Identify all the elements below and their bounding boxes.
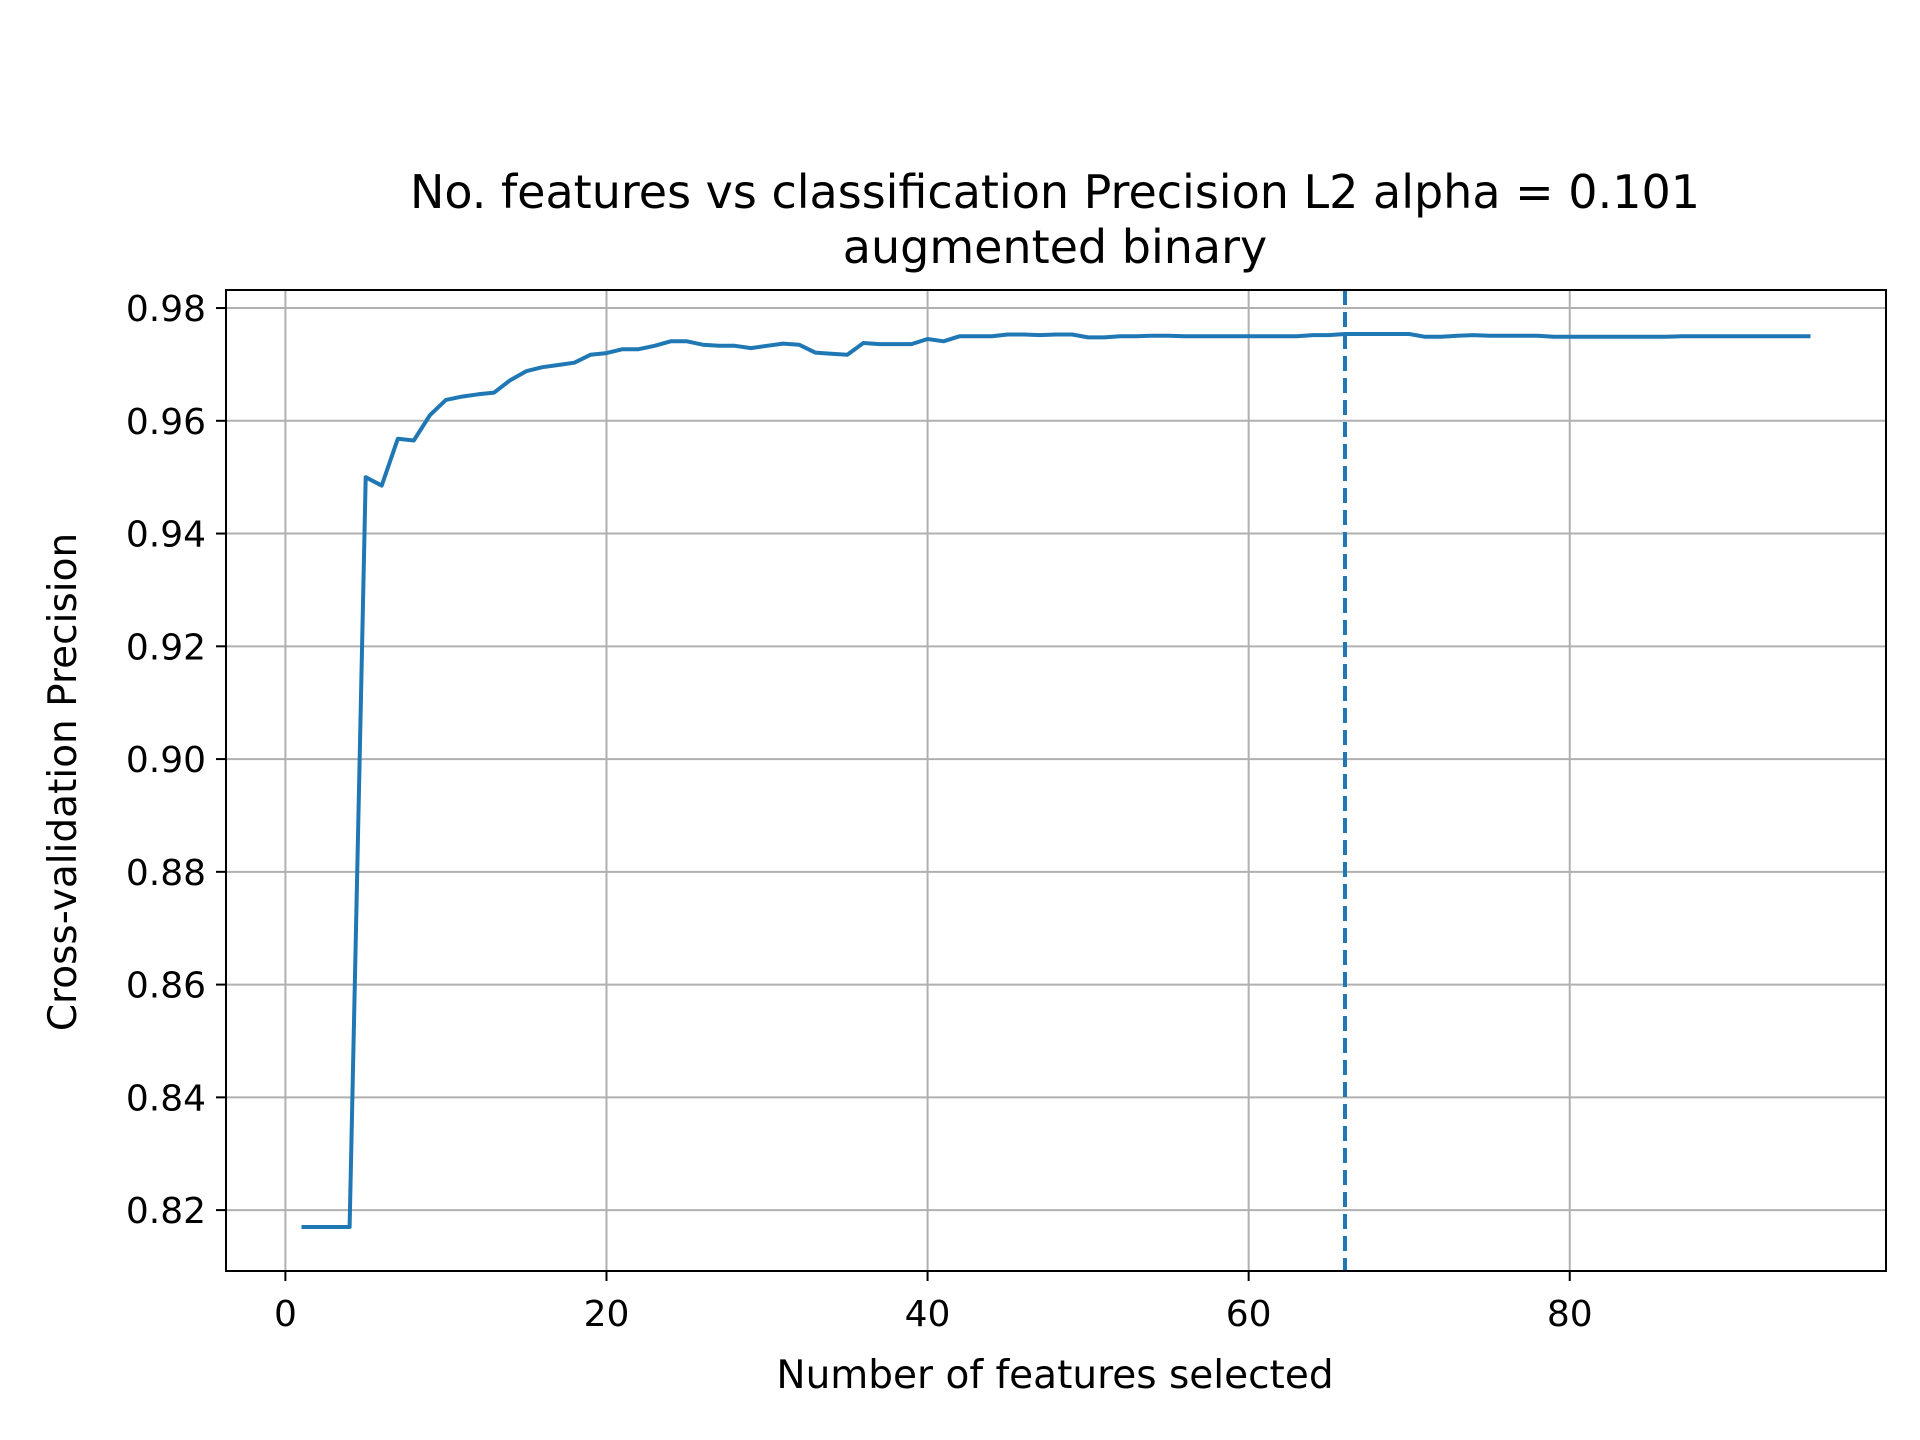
y-tick-label: 0.90: [126, 740, 206, 781]
chart-subtitle: augmented binary: [843, 220, 1267, 274]
x-tick-label: 40: [905, 1294, 951, 1335]
x-tick-label: 60: [1226, 1294, 1272, 1335]
y-tick-label: 0.82: [126, 1191, 206, 1232]
plot-frame: [225, 289, 1887, 1272]
x-tick-label: 20: [584, 1294, 630, 1335]
y-tick-label: 0.86: [126, 966, 206, 1007]
y-tick-label: 0.96: [126, 402, 206, 443]
y-axis-ticks: 0.82 0.84 0.86 0.88 0.90 0.92 0.94 0.96 0.98: [126, 289, 226, 1232]
chart-title: No. features vs classification Precision…: [410, 165, 1700, 219]
x-tick-label: 80: [1547, 1294, 1593, 1335]
y-axis-label: Cross-validation Precision: [41, 533, 86, 1031]
y-grid: [226, 307, 1886, 1212]
y-tick-label: 0.92: [126, 627, 206, 668]
y-tick-label: 0.98: [126, 289, 206, 330]
series-line: [301, 332, 1811, 1229]
x-tick-label: 0: [274, 1294, 297, 1335]
series-group: [301, 332, 1811, 1229]
x-grid: [284, 290, 1571, 1271]
y-tick-label: 0.84: [126, 1078, 206, 1119]
x-axis-ticks: 0 20 40 60 80: [274, 1271, 1593, 1335]
x-axis-label: Number of features selected: [776, 1353, 1333, 1398]
y-tick-label: 0.88: [126, 853, 206, 894]
y-tick-label: 0.94: [126, 515, 206, 556]
